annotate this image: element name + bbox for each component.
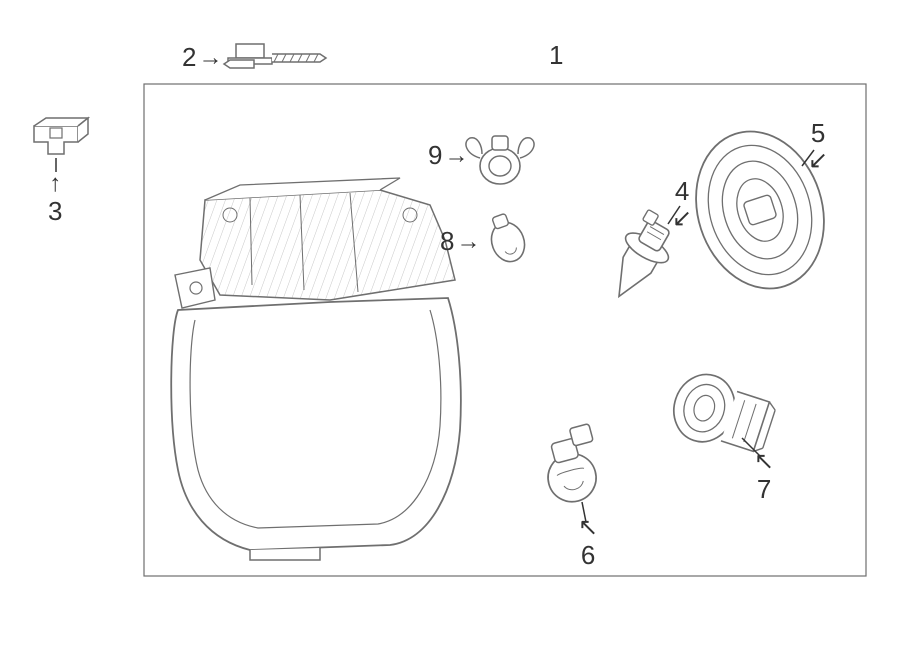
arrow-up-icon: ↑: [49, 172, 61, 196]
arrow-right-icon: →: [444, 144, 468, 168]
part-bulb-lower: [536, 424, 607, 508]
part-bulb-small: [483, 210, 529, 266]
callout-6: ↖ 6: [578, 516, 598, 571]
part-retainer-clip: [34, 118, 88, 154]
arrow-right-icon: →: [456, 230, 480, 254]
callout-7: ↖ 7: [754, 450, 774, 505]
callout-7-number: 7: [757, 474, 771, 505]
callout-5-number: 5: [811, 118, 825, 149]
arrow-down-icon: ↙: [672, 207, 692, 231]
callout-6-number: 6: [581, 540, 595, 571]
part-bulb-socket-top: [466, 136, 534, 184]
callout-3: ↑ 3: [46, 172, 64, 227]
callout-5: 5 ↙: [808, 118, 828, 173]
callout-8: 8 →: [438, 226, 480, 257]
callout-1: 1: [547, 40, 565, 71]
arrow-up-icon: ↖: [578, 516, 598, 540]
callout-8-number: 8: [440, 226, 454, 257]
callout-1-number: 1: [549, 40, 563, 71]
callout-4-number: 4: [675, 176, 689, 207]
arrow-down-icon: ↙: [808, 149, 828, 173]
arrow-right-icon: →: [198, 46, 222, 70]
callout-9: 9 →: [426, 140, 468, 171]
callout-3-number: 3: [48, 196, 62, 227]
callout-2: 2 →: [180, 42, 222, 73]
callout-2-number: 2: [182, 42, 196, 73]
part-headlamp-housing: [171, 178, 461, 560]
callout-9-number: 9: [428, 140, 442, 171]
diagram-svg: [0, 0, 900, 661]
callout-4: 4 ↙: [672, 176, 692, 231]
part-screw: [224, 44, 326, 68]
diagram-stage: 1 2 → ↑ 3 4 ↙ 5 ↙ ↖ 6 ↖ 7 8 → 9 →: [0, 0, 900, 661]
arrow-up-icon: ↖: [754, 450, 774, 474]
